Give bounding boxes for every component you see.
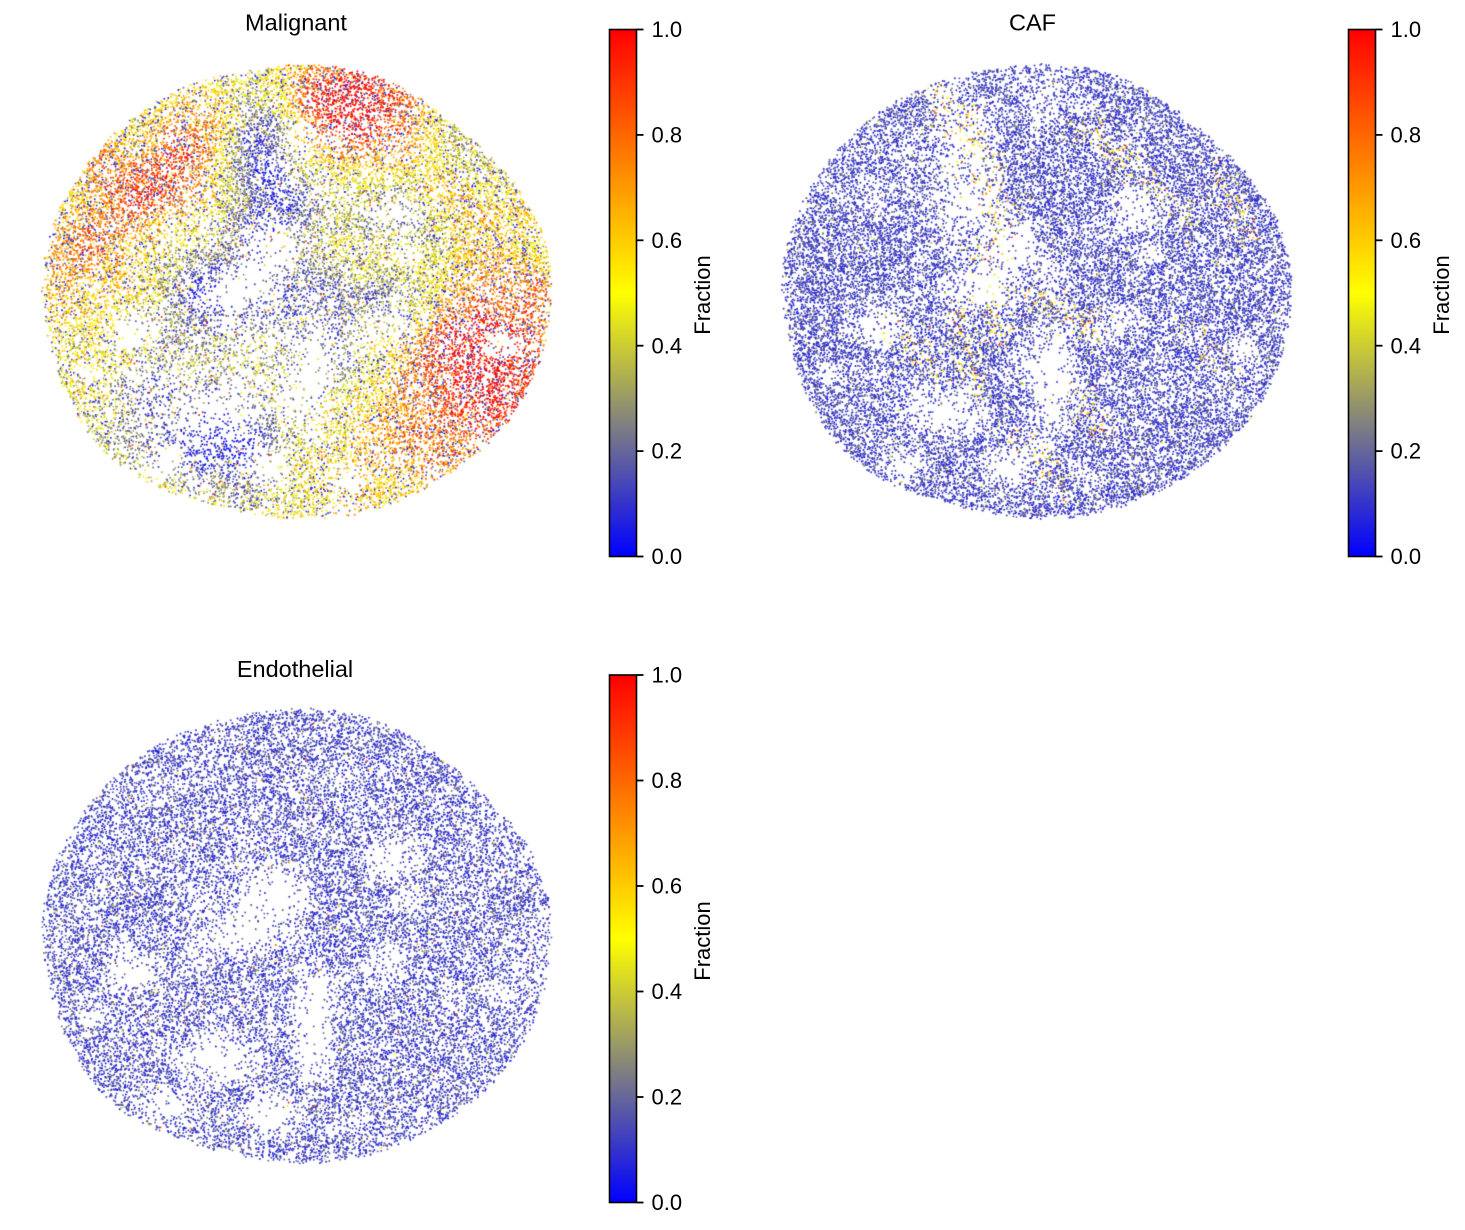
svg-text:Endothelial: Endothelial [237,656,353,682]
svg-text:0.4: 0.4 [1391,333,1422,358]
svg-text:0.6: 0.6 [652,874,683,899]
svg-text:1.0: 1.0 [1391,17,1422,42]
svg-text:0.8: 0.8 [1391,123,1422,148]
svg-text:0.6: 0.6 [1391,228,1422,253]
svg-text:0.2: 0.2 [652,1085,683,1110]
svg-text:Fraction: Fraction [1429,255,1454,334]
svg-text:0.6: 0.6 [652,228,683,253]
svg-text:CAF: CAF [1009,10,1056,36]
svg-text:0.8: 0.8 [652,768,683,793]
svg-text:1.0: 1.0 [652,17,683,42]
svg-text:0.4: 0.4 [652,333,683,358]
svg-text:Malignant: Malignant [245,10,347,36]
svg-text:0.2: 0.2 [1391,439,1422,464]
svg-text:Fraction: Fraction [690,255,715,334]
svg-text:0.0: 0.0 [652,544,683,569]
svg-text:0.0: 0.0 [1391,544,1422,569]
svg-text:0.2: 0.2 [652,439,683,464]
svg-text:0.4: 0.4 [652,979,683,1004]
svg-text:0.0: 0.0 [652,1190,683,1215]
svg-text:0.8: 0.8 [652,123,683,148]
svg-text:1.0: 1.0 [652,663,683,688]
svg-text:Fraction: Fraction [690,901,715,980]
